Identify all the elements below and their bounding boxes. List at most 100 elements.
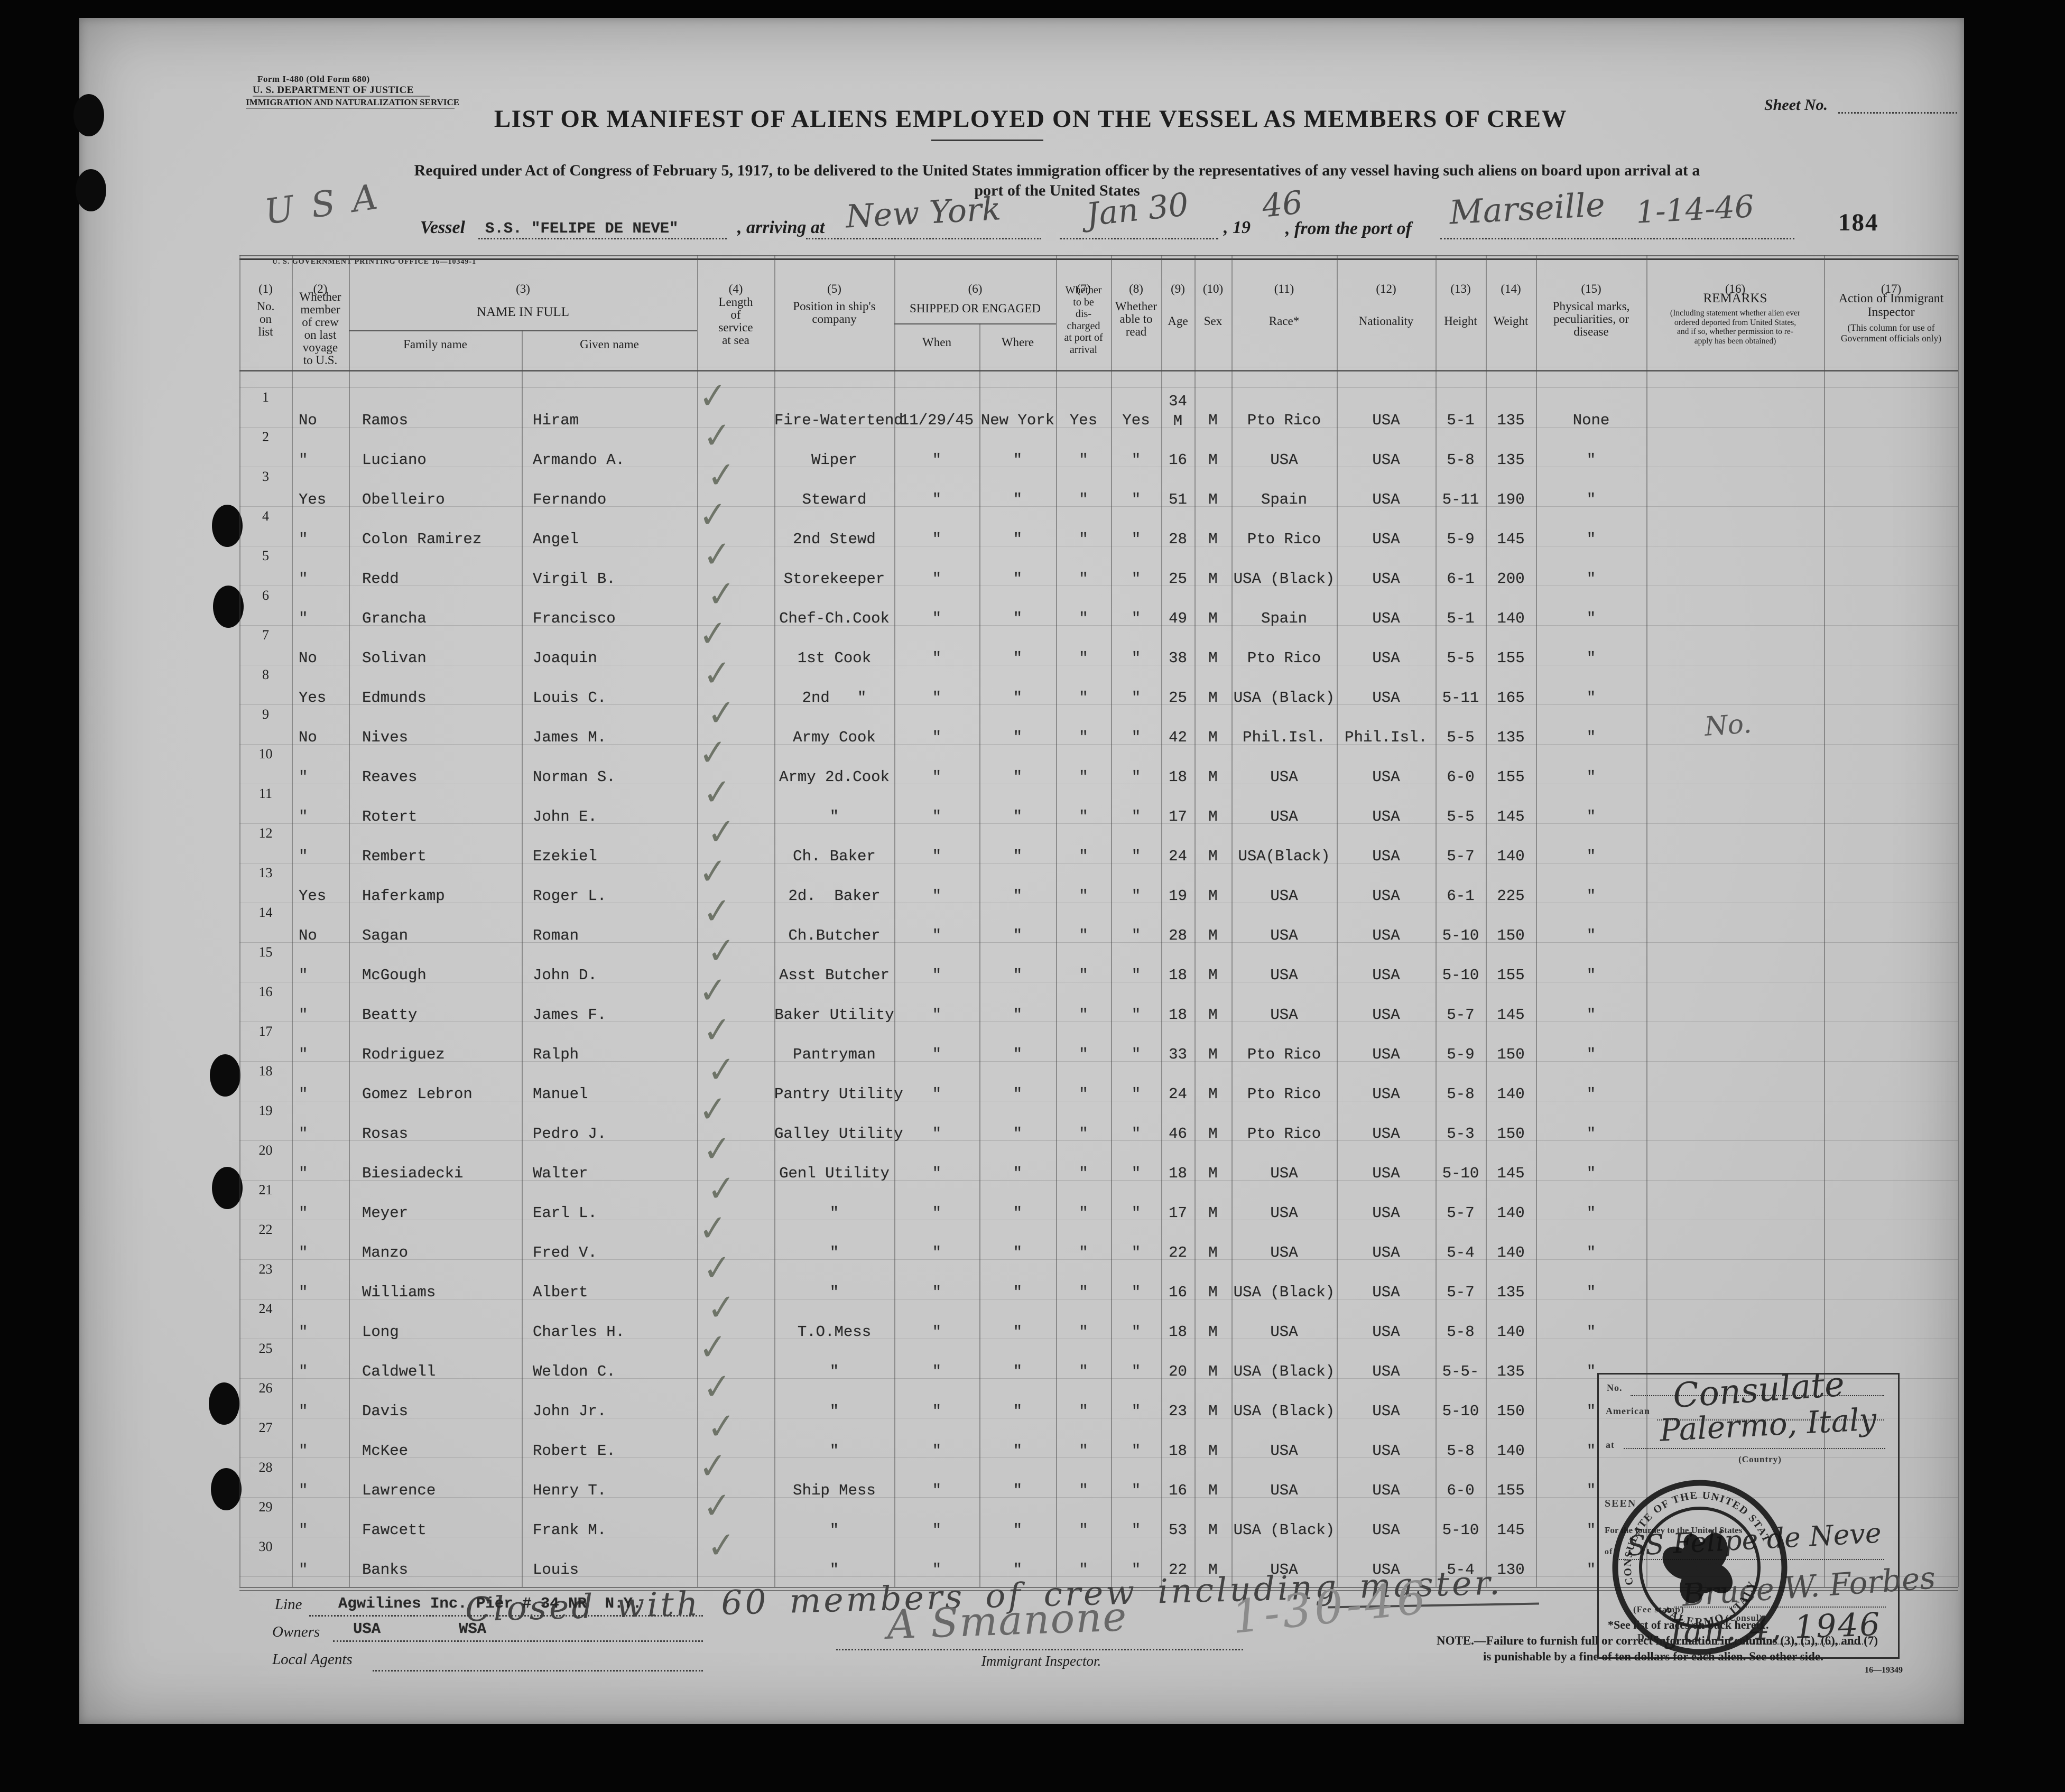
service-checkmark: ✓	[706, 930, 736, 973]
cell-shipped-when: "	[932, 887, 942, 905]
col-header-num-1: (1)	[258, 282, 273, 295]
punch-hole	[213, 586, 244, 628]
service-checkmark: ✓	[702, 533, 732, 577]
col-header-remarks: REMARKS	[1703, 291, 1767, 305]
col-header-num-9: (9)	[1171, 282, 1185, 295]
cell-family-name: Meyer	[362, 1204, 409, 1222]
cell-height: 5-10	[1442, 967, 1479, 984]
cell-sex: M	[1208, 1125, 1218, 1143]
cell-weight: 155	[1497, 768, 1525, 786]
cell-shipped-when: "	[932, 1006, 942, 1024]
cell-age: 28	[1169, 531, 1187, 548]
cell-shipped-when: "	[932, 1244, 942, 1261]
arriving-at-label: , arriving at	[737, 218, 825, 237]
cell-member: "	[299, 848, 308, 865]
cell-position: Genl Utility	[779, 1165, 890, 1182]
grid-vline	[1161, 255, 1162, 1587]
row-number: 27	[258, 1420, 273, 1435]
service-checkmark: ✓	[702, 414, 732, 458]
cell-weight: 155	[1497, 967, 1525, 984]
row-number: 4	[262, 508, 269, 524]
row-number: 3	[262, 469, 269, 484]
grid-vline	[349, 255, 350, 1587]
races-footnote: *See list of races on back hereof.	[1608, 1618, 1769, 1631]
col-header-label-5: Position in ship's company	[793, 300, 876, 326]
cell-height: 5-10	[1442, 1165, 1479, 1182]
table-bottom-rule	[239, 1587, 1958, 1588]
service-checkmark: ✓	[698, 1326, 728, 1369]
cell-height: 5-8	[1447, 1085, 1475, 1103]
cell-race: USA	[1270, 927, 1298, 944]
cell-member: Yes	[299, 491, 327, 508]
punch-hole	[210, 1054, 240, 1097]
cell-shipped-when: "	[932, 1125, 942, 1143]
grid-vline	[1111, 255, 1112, 1587]
cell-family-name: Nives	[362, 729, 409, 746]
cell-marks: "	[1586, 649, 1596, 667]
cell-discharged: "	[1079, 1046, 1088, 1063]
cell-age: 18	[1169, 768, 1187, 786]
cell-height: 5-7	[1447, 1204, 1475, 1222]
cell-age: 19	[1169, 887, 1187, 905]
cell-position: "	[829, 1204, 839, 1222]
grid-vline	[1056, 255, 1057, 1587]
row-separator	[239, 704, 1958, 705]
cell-nationality: USA	[1372, 570, 1400, 588]
cell-height: 5-8	[1447, 451, 1475, 469]
cell-member: "	[299, 1046, 308, 1063]
cell-shipped-when: "	[932, 1482, 942, 1499]
cell-given-name: Pedro J.	[533, 1125, 607, 1143]
row-separator	[239, 1259, 1958, 1260]
cell-nationality: USA	[1372, 1284, 1400, 1301]
cell-given-name: Robert E.	[533, 1442, 616, 1460]
cell-family-name: Rodriguez	[362, 1046, 445, 1063]
cell-height: 5-7	[1447, 1284, 1475, 1301]
cell-marks: "	[1586, 1323, 1596, 1341]
cell-shipped-where: "	[1013, 649, 1023, 667]
cell-member: "	[299, 808, 308, 825]
cell-marks: "	[1586, 491, 1596, 508]
cell-age: 18	[1169, 1442, 1187, 1460]
row-separator	[239, 1378, 1958, 1379]
cell-discharged: "	[1079, 1442, 1088, 1460]
cell-shipped-where: "	[1013, 848, 1023, 865]
col-header-label-9: Age	[1168, 314, 1188, 328]
cell-race: USA	[1270, 967, 1298, 984]
service-checkmark: ✓	[698, 1207, 728, 1250]
cell-shipped-when: "	[932, 1085, 942, 1103]
service-checkmark: ✓	[706, 1405, 736, 1449]
cell-age: 22	[1169, 1244, 1187, 1261]
port-of-departure-handwriting: Marseille	[1448, 185, 1606, 232]
cell-race: Pto Rico	[1247, 1125, 1321, 1143]
row-number: 24	[258, 1301, 273, 1316]
col-header-given-name: Given name	[580, 338, 639, 351]
stamp-no-line	[1631, 1395, 1884, 1396]
cell-discharged: "	[1079, 768, 1088, 786]
col-header-num-5: (5)	[827, 282, 841, 295]
cell-position: "	[829, 808, 839, 825]
cell-shipped-when: "	[932, 689, 942, 707]
row-number: 6	[262, 588, 269, 603]
cell-shipped-where: "	[1013, 610, 1023, 627]
shipped-header-divider	[894, 323, 1056, 324]
cell-weight: 140	[1497, 848, 1525, 865]
grid-vline	[774, 255, 775, 1587]
cell-family-name: Lawrence	[362, 1482, 436, 1499]
cell-height: 5-11	[1442, 491, 1479, 508]
cell-weight: 145	[1497, 1521, 1525, 1539]
cell-shipped-where: "	[1013, 808, 1023, 825]
cell-nationality: USA	[1372, 808, 1400, 825]
cell-member: Yes	[299, 689, 327, 707]
arrival-date-underline	[1060, 238, 1218, 239]
row-number: 17	[258, 1024, 273, 1039]
cell-shipped-when: "	[932, 729, 942, 746]
cell-race: USA	[1270, 1442, 1298, 1460]
cell-weight: 150	[1497, 1403, 1525, 1420]
cell-shipped-when: "	[932, 848, 942, 865]
cell-race: USA	[1270, 1006, 1298, 1024]
cell-given-name: Fred V.	[533, 1244, 597, 1261]
departure-underline	[1440, 238, 1794, 239]
cell-height: 5-9	[1447, 1046, 1475, 1063]
name-header-divider	[349, 330, 697, 331]
cell-family-name: Rosas	[362, 1125, 409, 1143]
